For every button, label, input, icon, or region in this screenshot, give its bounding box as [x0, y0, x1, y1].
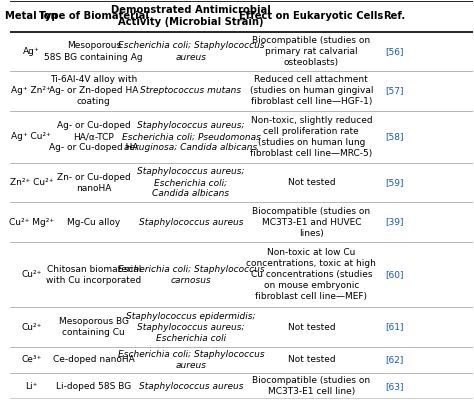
Text: Ce-doped nanoHA: Ce-doped nanoHA — [53, 356, 135, 364]
Text: Staphylococcus aureus;
Escherichia coli;
Candida albicans: Staphylococcus aureus; Escherichia coli;… — [137, 167, 245, 198]
Text: Mesoporous
58S BG containing Ag: Mesoporous 58S BG containing Ag — [45, 42, 143, 62]
Text: Biocompatible (studies on
MC3T3-E1 cell line): Biocompatible (studies on MC3T3-E1 cell … — [252, 376, 370, 396]
Text: Zn²⁺ Cu²⁺: Zn²⁺ Cu²⁺ — [9, 178, 53, 187]
Text: [56]: [56] — [385, 47, 404, 56]
Text: Non-toxic, slightly reduced
cell proliferation rate
(studies on human lung
fibro: Non-toxic, slightly reduced cell prolife… — [250, 116, 373, 158]
Text: Ti-6Al-4V alloy with
Ag- or Zn-doped HA
coating: Ti-6Al-4V alloy with Ag- or Zn-doped HA … — [49, 75, 138, 106]
Text: Staphylococcus aureus: Staphylococcus aureus — [139, 218, 243, 227]
Text: Zn- or Cu-doped
nanoHA: Zn- or Cu-doped nanoHA — [57, 173, 131, 193]
Text: Staphylococcus aureus;
Escherichia coli; Pseudomonas
aeruginosa; Candida albican: Staphylococcus aureus; Escherichia coli;… — [121, 121, 260, 152]
Text: Type of Biomaterial: Type of Biomaterial — [39, 11, 149, 21]
Text: Ag⁺ Cu²⁺: Ag⁺ Cu²⁺ — [11, 132, 51, 141]
Text: [39]: [39] — [385, 218, 404, 227]
Text: Not tested: Not tested — [288, 178, 335, 187]
Text: Li⁺: Li⁺ — [25, 382, 37, 391]
Text: Biocompatible (studies on
MC3T3-E1 and HUVEC
lines): Biocompatible (studies on MC3T3-E1 and H… — [252, 206, 370, 238]
Text: Mesoporous BG
containing Cu: Mesoporous BG containing Cu — [59, 317, 129, 337]
Text: Ag⁺: Ag⁺ — [23, 47, 40, 56]
Text: Ag⁺ Zn²⁺: Ag⁺ Zn²⁺ — [11, 86, 51, 95]
Text: Not tested: Not tested — [288, 356, 335, 364]
Text: Staphylococcus aureus: Staphylococcus aureus — [139, 382, 243, 391]
Text: [57]: [57] — [385, 86, 404, 95]
Text: [63]: [63] — [385, 382, 404, 391]
Text: Escherichia coli; Staphylococcus
aureus: Escherichia coli; Staphylococcus aureus — [118, 350, 264, 370]
Text: Demonstrated Antimicrobial
Activity (Microbial Strain): Demonstrated Antimicrobial Activity (Mic… — [111, 6, 271, 27]
Text: Cu²⁺: Cu²⁺ — [21, 270, 42, 279]
Text: [58]: [58] — [385, 132, 404, 141]
Text: Chitosan biomaterial
with Cu incorporated: Chitosan biomaterial with Cu incorporate… — [46, 264, 141, 285]
Text: [60]: [60] — [385, 270, 404, 279]
Text: Effect on Eukaryotic Cells: Effect on Eukaryotic Cells — [239, 11, 383, 21]
Text: Mg-Cu alloy: Mg-Cu alloy — [67, 218, 120, 227]
Text: Non-toxic at low Cu
concentrations, toxic at high
Cu concentrations (studies
on : Non-toxic at low Cu concentrations, toxi… — [246, 248, 376, 301]
Text: Cu²⁺ Mg²⁺: Cu²⁺ Mg²⁺ — [9, 218, 54, 227]
Text: [62]: [62] — [385, 356, 404, 364]
Text: Escherichia coli; Staphylococcus
aureus: Escherichia coli; Staphylococcus aureus — [118, 42, 264, 62]
Text: Streptococcus mutans: Streptococcus mutans — [140, 86, 242, 95]
Text: Cu²⁺: Cu²⁺ — [21, 323, 42, 332]
Text: Ce³⁺: Ce³⁺ — [21, 356, 41, 364]
Text: Ref.: Ref. — [383, 11, 406, 21]
Text: [61]: [61] — [385, 323, 404, 332]
Text: Metal Ion: Metal Ion — [5, 11, 58, 21]
Text: Reduced cell attachment
(studies on human gingival
fibroblast cell line—HGF-1): Reduced cell attachment (studies on huma… — [250, 75, 373, 106]
Text: Ag- or Cu-doped
HA/α-TCP
Ag- or Cu-doped HA: Ag- or Cu-doped HA/α-TCP Ag- or Cu-doped… — [49, 121, 138, 152]
Text: Biocompatible (studies on
primary rat calvarial
osteoblasts): Biocompatible (studies on primary rat ca… — [252, 36, 370, 67]
Text: Li-doped 58S BG: Li-doped 58S BG — [56, 382, 131, 391]
Text: Staphylococcus epidermidis;
Staphylococcus aureus;
Escherichia coli: Staphylococcus epidermidis; Staphylococc… — [126, 312, 256, 343]
Text: Escherichia coli; Staphylococcus
carnosus: Escherichia coli; Staphylococcus carnosu… — [118, 264, 264, 285]
Text: Not tested: Not tested — [288, 323, 335, 332]
Text: [59]: [59] — [385, 178, 404, 187]
